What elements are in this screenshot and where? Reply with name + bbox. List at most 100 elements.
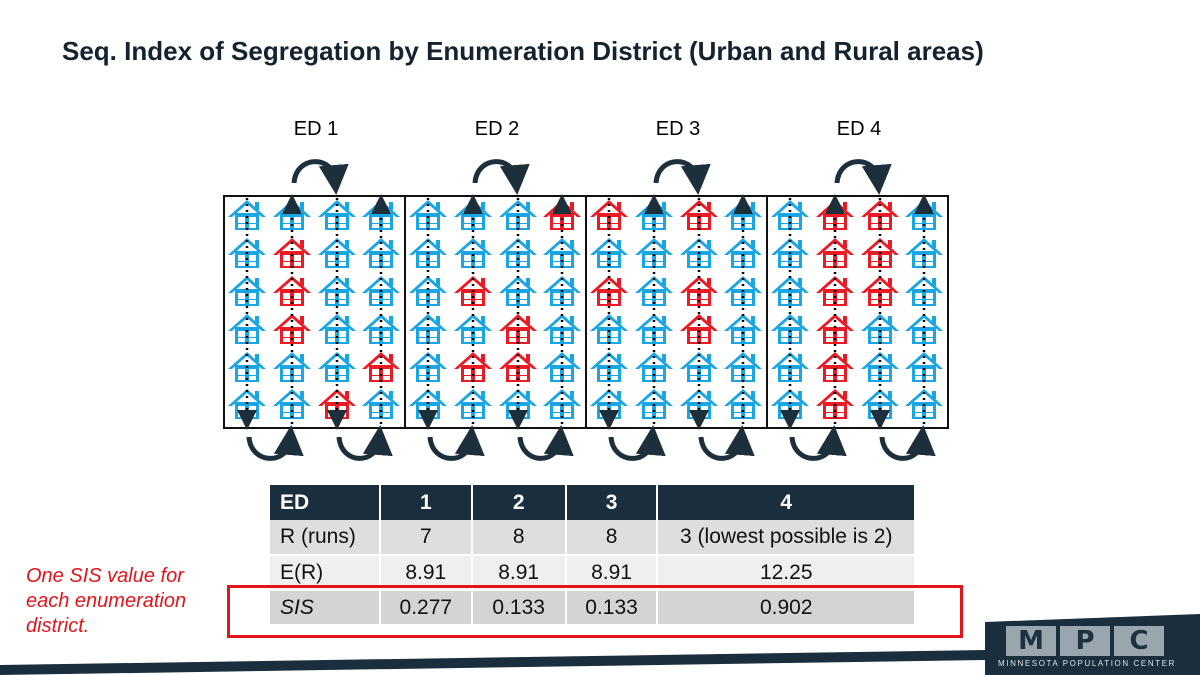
- table-cell: 0.133: [471, 590, 567, 626]
- turn-arrow-icon: [608, 425, 666, 461]
- ed-label-1: ED 1: [293, 118, 339, 140]
- turn-arrow-icon: [834, 159, 892, 195]
- table-cell: 0.902: [657, 590, 916, 626]
- house-icon: [273, 314, 311, 344]
- house-icon: [680, 276, 718, 306]
- house-icon: [771, 276, 809, 306]
- table-cell: 0.133: [565, 590, 659, 626]
- house-icon: [590, 314, 628, 344]
- house-icon: [861, 200, 899, 230]
- house-icon: [362, 314, 400, 344]
- house-icon: [816, 314, 854, 344]
- house-icon: [861, 276, 899, 306]
- turn-arrow-icon: [291, 159, 349, 195]
- house-icon: [816, 238, 854, 268]
- house-icon: [228, 314, 266, 344]
- house-icon: [680, 200, 718, 230]
- header-ed-1: 1: [379, 485, 473, 520]
- house-icon: [228, 276, 266, 306]
- header-ed-4: 4: [657, 485, 916, 520]
- house-icon: [861, 314, 899, 344]
- table-row-sis: SIS 0.277 0.133 0.133 0.902: [270, 590, 916, 626]
- slide-title: Seq. Index of Segregation by Enumeration…: [62, 36, 984, 66]
- table-header-row: ED 1 2 3 4: [270, 485, 916, 520]
- house-icon: [273, 200, 311, 230]
- house-icon: [771, 200, 809, 230]
- turn-arrow-icon: [427, 425, 485, 461]
- table-cell: R (runs): [270, 520, 381, 556]
- house-icon: [454, 314, 492, 344]
- house-icon: [409, 276, 447, 306]
- house-icon: [724, 352, 762, 382]
- house-icon: [635, 314, 673, 344]
- house-icon: [905, 238, 943, 268]
- table-cell: 3 (lowest possible is 2): [657, 520, 916, 556]
- house-icon: [273, 352, 311, 382]
- turn-arrow-icon: [246, 425, 304, 461]
- table-cell: 7: [379, 520, 473, 556]
- ed-label-2: ED 2: [474, 118, 520, 140]
- house-icon: [635, 238, 673, 268]
- house-icon: [318, 314, 356, 344]
- side-note: One SIS value for each enumeration distr…: [26, 565, 187, 637]
- turn-arrow-icon: [653, 159, 711, 195]
- house-icon: [362, 352, 400, 382]
- house-icon: [543, 352, 581, 382]
- table-cell: 0.277: [379, 590, 473, 626]
- house-icon: [362, 238, 400, 268]
- header-ed-2: 2: [471, 485, 567, 520]
- house-icon: [409, 200, 447, 230]
- house-icon: [499, 352, 537, 382]
- house-icon: [771, 314, 809, 344]
- turn-arrow-icon: [472, 159, 530, 195]
- turn-arrow-icon: [336, 425, 393, 461]
- house-icon: [454, 238, 492, 268]
- sis-highlight-box: [227, 585, 963, 638]
- logo-letter-c: C: [1114, 626, 1164, 656]
- table-row-runs: R (runs) 7 8 8 3 (lowest possible is 2): [270, 520, 916, 556]
- house-icon: [318, 200, 356, 230]
- turn-arrow-icon: [517, 425, 574, 461]
- house-icon: [228, 200, 266, 230]
- table-cell: 8: [471, 520, 567, 556]
- mpc-logo: M P C MINNESOTA POPULATION CENTER: [998, 626, 1177, 672]
- house-icon: [816, 352, 854, 382]
- sis-table: ED 1 2 3 4 R (runs) 7 8 8 3 (lowest poss…: [270, 485, 916, 626]
- house-icon: [318, 276, 356, 306]
- house-icon: [543, 314, 581, 344]
- table-cell: SIS: [270, 590, 381, 626]
- house-icon: [499, 314, 537, 344]
- house-icon: [635, 352, 673, 382]
- house-icon: [816, 200, 854, 230]
- turn-arrow-icon: [698, 425, 755, 461]
- header-ed: ED: [270, 485, 381, 520]
- turn-arrow-icon: [789, 425, 847, 461]
- header-ed-3: 3: [565, 485, 659, 520]
- house-icon: [635, 389, 673, 419]
- district-frame: [766, 195, 949, 429]
- house-icon: [724, 314, 762, 344]
- house-icon: [724, 200, 762, 230]
- table-cell: 8: [565, 520, 659, 556]
- ed-label-3: ED 3: [655, 118, 701, 140]
- house-icon: [454, 352, 492, 382]
- house-icon: [499, 200, 537, 230]
- logo-subtitle: MINNESOTA POPULATION CENTER: [998, 659, 1177, 668]
- house-icon: [905, 314, 943, 344]
- house-icon: [590, 276, 628, 306]
- table-cell: 8.91: [565, 555, 659, 591]
- house-icon: [905, 352, 943, 382]
- logo-letter-p: P: [1060, 626, 1110, 656]
- house-icon: [724, 238, 762, 268]
- house-icon: [499, 276, 537, 306]
- house-icon: [273, 238, 311, 268]
- house-icon: [543, 238, 581, 268]
- house-icon: [409, 314, 447, 344]
- ed-label-4: ED 4: [836, 118, 882, 140]
- house-icon: [680, 314, 718, 344]
- turn-arrow-icon: [879, 425, 936, 461]
- house-icon: [905, 200, 943, 230]
- house-icon: [590, 200, 628, 230]
- logo-letter-m: M: [1006, 626, 1056, 656]
